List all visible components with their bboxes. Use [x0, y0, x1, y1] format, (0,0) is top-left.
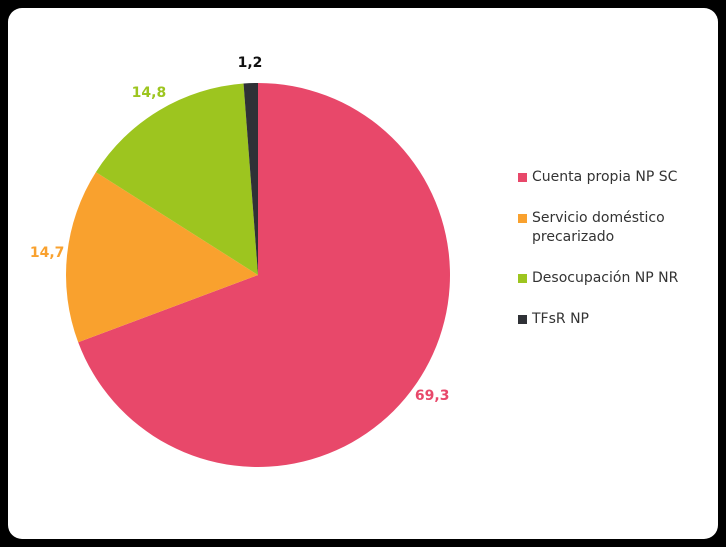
pie-slice: [243, 83, 258, 275]
data-label: 14,7: [30, 245, 65, 261]
legend: Cuenta propia NP SC Servicio doméstico pr…: [518, 168, 718, 351]
legend-swatch: [518, 173, 527, 182]
legend-item: Desocupación NP NR: [518, 269, 718, 288]
legend-swatch: [518, 315, 527, 324]
pie-slice: [66, 172, 258, 343]
legend-swatch: [518, 214, 527, 223]
chart: 69,3 14,7 14,8 1,2: [30, 55, 451, 468]
legend-swatch: [518, 274, 527, 283]
data-label: 14,8: [132, 85, 167, 101]
legend-item: Cuenta propia NP SC: [518, 168, 718, 187]
data-label: 69,3: [415, 388, 450, 404]
pie-slice: [95, 83, 258, 275]
pie-slice: [78, 83, 451, 468]
legend-item: TFsR NP: [518, 310, 718, 329]
data-label: 1,2: [238, 55, 263, 71]
legend-item: Servicio doméstico precarizado: [518, 209, 672, 247]
legend-label: Desocupación NP NR: [532, 270, 679, 286]
legend-label: Cuenta propia NP SC: [532, 169, 678, 185]
legend-label: TFsR NP: [532, 311, 589, 327]
chart-card: 69,3 14,7 14,8 1,2 Cuenta propia NP SC Servi…: [8, 8, 718, 539]
legend-label: Servicio doméstico precarizado: [532, 210, 665, 245]
